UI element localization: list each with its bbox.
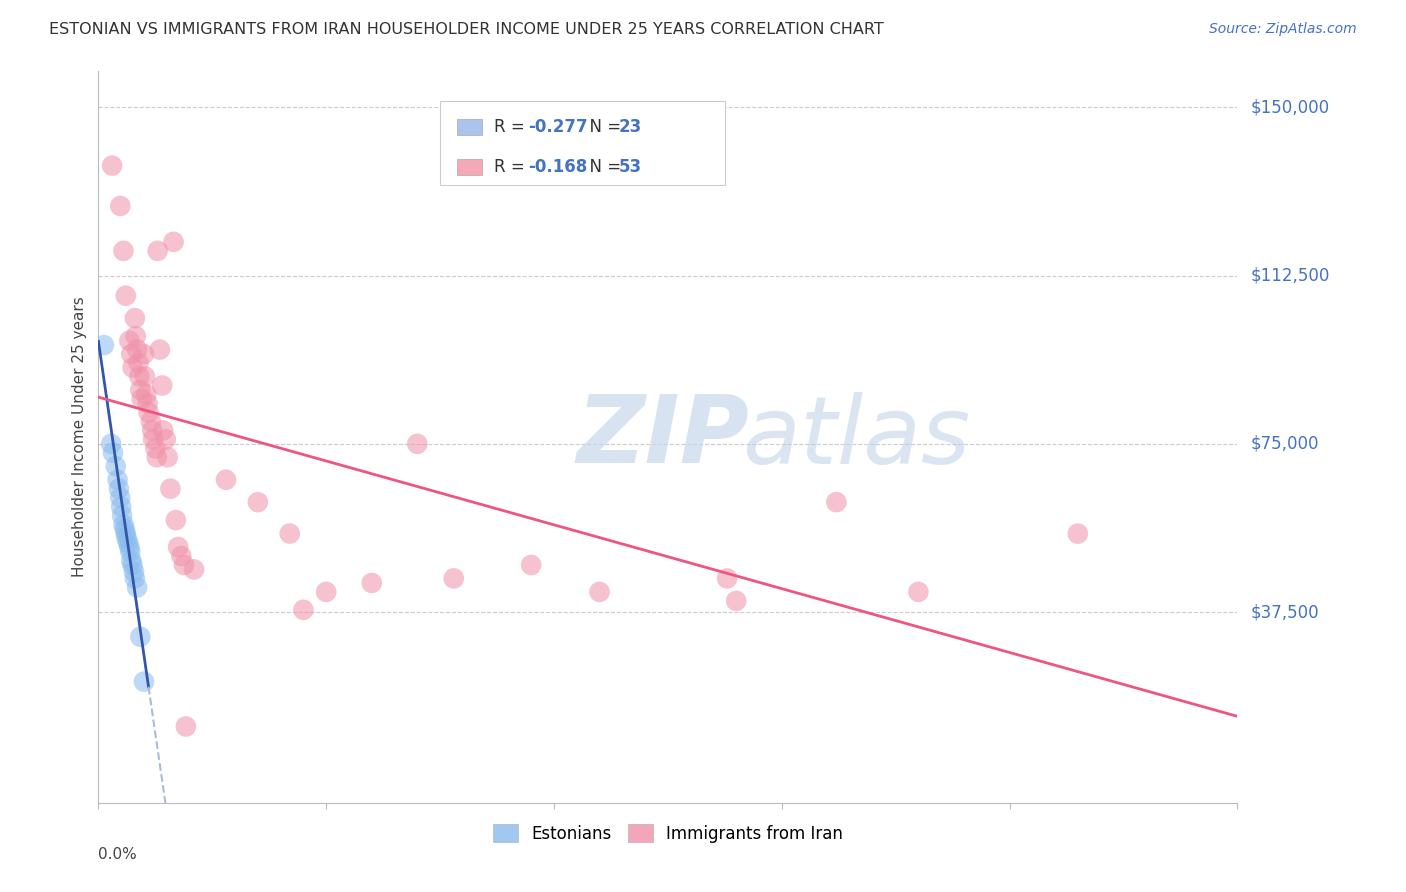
- Point: [406, 437, 429, 451]
- Point: [173, 558, 195, 572]
- Point: [112, 517, 135, 532]
- Point: [117, 535, 139, 549]
- Point: [170, 549, 193, 563]
- Point: [121, 558, 143, 572]
- Text: $75,000: $75,000: [1251, 434, 1319, 453]
- Text: 0.0%: 0.0%: [98, 847, 138, 862]
- Point: [246, 495, 269, 509]
- Point: [114, 522, 136, 536]
- Point: [112, 244, 135, 258]
- Point: [138, 405, 160, 419]
- Point: [131, 392, 153, 406]
- Point: [150, 378, 173, 392]
- Point: [121, 360, 143, 375]
- Point: [135, 387, 157, 401]
- Point: [215, 473, 238, 487]
- Text: 23: 23: [619, 118, 643, 136]
- Point: [360, 575, 382, 590]
- Point: [114, 526, 136, 541]
- Point: [124, 311, 146, 326]
- Bar: [457, 159, 482, 175]
- Point: [156, 450, 179, 465]
- Point: [588, 585, 610, 599]
- Point: [101, 159, 124, 173]
- Point: [141, 423, 163, 437]
- Point: [128, 356, 150, 370]
- Point: [127, 343, 149, 357]
- Point: [101, 446, 124, 460]
- Text: $150,000: $150,000: [1251, 98, 1330, 116]
- Point: [124, 571, 146, 585]
- Point: [145, 442, 167, 456]
- Point: [128, 369, 150, 384]
- Point: [149, 343, 172, 357]
- Point: [129, 630, 152, 644]
- Point: [716, 571, 738, 585]
- Point: [132, 674, 155, 689]
- Point: [278, 526, 301, 541]
- Text: Source: ZipAtlas.com: Source: ZipAtlas.com: [1209, 22, 1357, 37]
- Point: [125, 329, 148, 343]
- Point: [152, 423, 174, 437]
- Point: [155, 433, 177, 447]
- Legend: Estonians, Immigrants from Iran: Estonians, Immigrants from Iran: [486, 818, 849, 849]
- Text: R =: R =: [494, 158, 530, 177]
- Point: [110, 491, 132, 505]
- Bar: [457, 119, 482, 135]
- Point: [139, 414, 162, 428]
- Point: [93, 338, 115, 352]
- Point: [127, 581, 149, 595]
- Point: [110, 500, 132, 514]
- Text: ZIP: ZIP: [576, 391, 749, 483]
- FancyBboxPatch shape: [440, 101, 725, 185]
- Point: [136, 396, 159, 410]
- Point: [100, 437, 122, 451]
- Text: N =: N =: [579, 158, 627, 177]
- Point: [825, 495, 848, 509]
- Point: [165, 513, 187, 527]
- Text: $112,500: $112,500: [1251, 267, 1330, 285]
- Point: [118, 540, 141, 554]
- Point: [443, 571, 465, 585]
- Point: [118, 334, 141, 348]
- Point: [725, 594, 748, 608]
- Point: [120, 347, 142, 361]
- Point: [111, 508, 134, 523]
- Point: [146, 244, 169, 258]
- Text: 53: 53: [619, 158, 643, 177]
- Text: atlas: atlas: [742, 392, 970, 483]
- Point: [115, 531, 138, 545]
- Point: [167, 540, 190, 554]
- Point: [108, 482, 131, 496]
- Y-axis label: Householder Income Under 25 years: Householder Income Under 25 years: [72, 297, 87, 577]
- Point: [107, 473, 129, 487]
- Point: [120, 553, 142, 567]
- Point: [134, 369, 156, 384]
- Point: [142, 433, 165, 447]
- Point: [110, 199, 132, 213]
- Point: [1067, 526, 1090, 541]
- Point: [122, 565, 145, 579]
- Text: $37,500: $37,500: [1251, 603, 1320, 621]
- Point: [162, 235, 184, 249]
- Point: [520, 558, 543, 572]
- Point: [129, 383, 152, 397]
- Text: R =: R =: [494, 118, 530, 136]
- Point: [145, 450, 167, 465]
- Point: [183, 562, 205, 576]
- Text: N =: N =: [579, 118, 627, 136]
- Point: [132, 347, 155, 361]
- Text: ESTONIAN VS IMMIGRANTS FROM IRAN HOUSEHOLDER INCOME UNDER 25 YEARS CORRELATION C: ESTONIAN VS IMMIGRANTS FROM IRAN HOUSEHO…: [49, 22, 884, 37]
- Text: -0.168: -0.168: [527, 158, 588, 177]
- Point: [104, 459, 127, 474]
- Point: [907, 585, 929, 599]
- Point: [159, 482, 181, 496]
- Text: -0.277: -0.277: [527, 118, 588, 136]
- Point: [114, 289, 136, 303]
- Point: [315, 585, 337, 599]
- Point: [174, 719, 197, 733]
- Point: [292, 603, 315, 617]
- Point: [120, 544, 142, 558]
